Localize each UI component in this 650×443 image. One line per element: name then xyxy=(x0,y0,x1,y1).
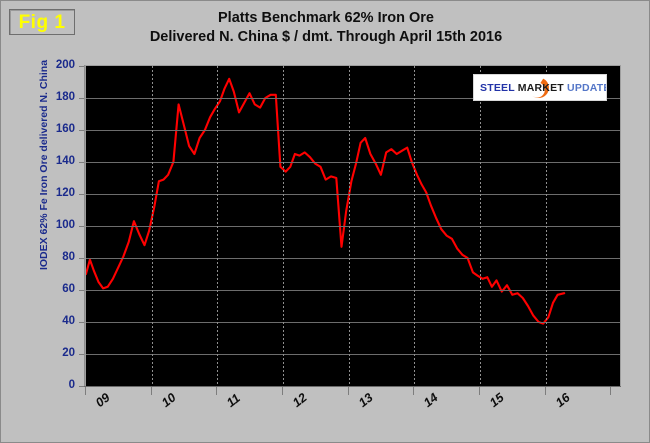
page-title: Platts Benchmark 62% Iron Ore Delivered … xyxy=(91,9,561,47)
crescent-swoosh-icon xyxy=(532,78,549,98)
chart-title-line-1: Platts Benchmark 62% Iron Ore xyxy=(218,10,434,26)
logo-word-update: UPDATE xyxy=(567,82,607,94)
gridline-x-10 xyxy=(152,66,153,386)
x-tick-11 xyxy=(216,387,217,395)
y-tick-40 xyxy=(79,322,84,323)
gridline-y-20 xyxy=(86,354,620,355)
y-tick-label-20: 20 xyxy=(23,347,75,361)
logo-word-market: MARKET xyxy=(517,82,564,94)
x-tick-label-11: 11 xyxy=(224,391,243,411)
y-tick-label-120: 120 xyxy=(23,187,75,201)
x-tick-label-15: 15 xyxy=(487,390,507,411)
y-tick-label-140: 140 xyxy=(23,155,75,169)
figure-number-badge: Fig 1 xyxy=(9,9,75,35)
y-tick-160 xyxy=(79,130,84,131)
y-tick-180 xyxy=(79,98,84,99)
x-tick-end xyxy=(610,387,611,395)
gridline-x-12 xyxy=(283,66,284,386)
y-tick-label-60: 60 xyxy=(23,283,75,297)
gridline-x-16 xyxy=(546,66,547,386)
x-tick-09 xyxy=(85,387,86,395)
y-tick-label-text: 200 xyxy=(55,59,75,71)
x-tick-label-16: 16 xyxy=(553,390,573,411)
gridline-x-15 xyxy=(480,66,481,386)
y-tick-80 xyxy=(79,258,84,259)
chart-title-line-2: Delivered N. China $ / dmt. Through Apri… xyxy=(149,29,503,45)
gridline-y-140 xyxy=(86,162,620,163)
y-tick-label-text: 180 xyxy=(55,91,75,103)
x-tick-12 xyxy=(282,387,283,395)
y-tick-label-text: 160 xyxy=(55,123,75,135)
gridline-x-14 xyxy=(414,66,415,386)
x-tick-13 xyxy=(348,387,349,395)
x-tick-14 xyxy=(413,387,414,395)
y-tick-label-text: 60 xyxy=(62,283,75,295)
plot-area xyxy=(85,66,621,386)
gridline-x-11 xyxy=(217,66,218,386)
x-tick-label-10: 10 xyxy=(159,390,179,411)
y-tick-140 xyxy=(79,162,84,163)
gridline-y-180 xyxy=(86,98,620,99)
y-tick-label-text: 0 xyxy=(68,379,75,391)
x-tick-16 xyxy=(545,387,546,395)
y-tick-label-text: 80 xyxy=(62,251,75,263)
x-tick-10 xyxy=(151,387,152,395)
y-tick-60 xyxy=(79,290,84,291)
y-tick-label-text: 140 xyxy=(55,155,75,167)
y-tick-label-40: 40 xyxy=(23,315,75,329)
gridline-y-80 xyxy=(86,258,620,259)
y-tick-label-180: 180 xyxy=(23,91,75,105)
y-tick-label-80: 80 xyxy=(23,251,75,265)
steel-market-update-logo: STEEL MARKET UPDATE xyxy=(473,74,607,101)
gridline-x-13 xyxy=(349,66,350,386)
y-tick-0 xyxy=(79,386,84,387)
plot-frame-top-edge xyxy=(85,65,621,66)
gridline-y-100 xyxy=(86,226,620,227)
y-tick-label-text: 100 xyxy=(55,219,75,231)
logo-word-steel: STEEL xyxy=(480,82,515,94)
x-tick-label-14: 14 xyxy=(421,390,441,411)
gridline-y-160 xyxy=(86,130,620,131)
plot-frame-left-edge xyxy=(84,65,85,387)
gridline-y-60 xyxy=(86,290,620,291)
y-tick-label-160: 160 xyxy=(23,123,75,137)
y-tick-label-200: 200 xyxy=(23,59,75,73)
line-series-iodex-iron-ore xyxy=(86,77,566,325)
y-tick-120 xyxy=(79,194,84,195)
y-tick-200 xyxy=(79,66,84,67)
y-tick-20 xyxy=(79,354,84,355)
x-axis-line xyxy=(84,386,621,387)
x-tick-label-13: 13 xyxy=(356,390,376,411)
y-tick-label-text: 40 xyxy=(62,315,75,327)
gridline-y-40 xyxy=(86,322,620,323)
gridline-y-120 xyxy=(86,194,620,195)
y-tick-label-text: 20 xyxy=(62,347,75,359)
logo-wordmark: STEEL MARKET UPDATE xyxy=(480,82,607,94)
y-tick-label-text: 120 xyxy=(55,187,75,199)
y-tick-label-100: 100 xyxy=(23,219,75,233)
x-tick-15 xyxy=(479,387,480,395)
y-tick-label-0: 0 xyxy=(23,379,75,393)
y-tick-100 xyxy=(79,226,84,227)
x-tick-label-12: 12 xyxy=(290,390,310,411)
x-tick-label-09: 09 xyxy=(93,390,113,411)
